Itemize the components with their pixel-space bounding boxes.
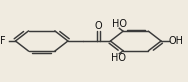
- Text: O: O: [95, 21, 102, 31]
- Text: HO: HO: [111, 53, 126, 63]
- Text: HO: HO: [112, 19, 127, 29]
- Text: OH: OH: [168, 36, 183, 46]
- Text: F: F: [0, 36, 6, 46]
